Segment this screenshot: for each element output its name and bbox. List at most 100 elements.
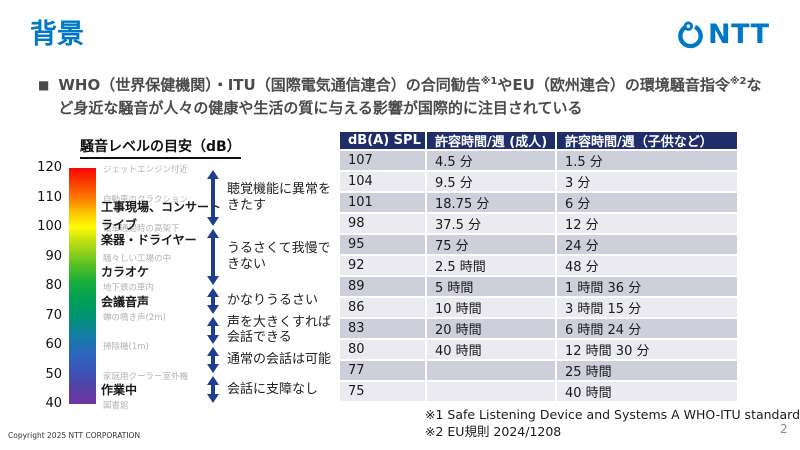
- reference-label: 家庭用クーラー室外機: [103, 371, 189, 382]
- table-cell: 24 分: [557, 235, 737, 254]
- table-cell: 6 時間 24 分: [557, 319, 737, 338]
- item-label: 工事現場、コンサート: [101, 200, 222, 215]
- reference-label: 電車通過時の高架下: [103, 224, 180, 234]
- table-cell: 107: [340, 151, 425, 170]
- bullet-marker: ■: [38, 78, 50, 92]
- annotation-label: 会話に支障なし: [227, 381, 319, 397]
- noise-gradient-bar: [69, 168, 96, 404]
- arrow-shaft: [210, 326, 215, 335]
- double-arrow-icon: [206, 346, 219, 373]
- axis-tick: 110: [37, 189, 62, 205]
- item-label: カラオケ: [101, 265, 150, 280]
- table-cell: 12 時間 30 分: [557, 340, 737, 359]
- range-annotation: 会話に支障なし: [206, 376, 341, 403]
- table-cell: 104: [340, 172, 425, 191]
- table-cell: 40 時間: [427, 340, 555, 359]
- table-cell: 86: [340, 298, 425, 317]
- arrow-head-up: [206, 287, 219, 297]
- reference-label: 蝉の鳴き声(2m): [103, 312, 166, 323]
- arrow-shaft: [210, 178, 215, 217]
- ntt-logo-text: NTT: [708, 19, 770, 50]
- arrow-head-down: [206, 305, 219, 314]
- table-cell: 77: [340, 361, 425, 380]
- table-cell: 2.5 時間: [427, 256, 555, 275]
- table-cell: 101: [340, 193, 425, 212]
- item-label: ライブ: [101, 218, 138, 233]
- footnote: ※1 Safe Listening Device and Systems A W…: [425, 407, 800, 422]
- table-header-cell: 許容時間/週 (成人): [427, 132, 555, 150]
- table-cell: 12 分: [557, 214, 737, 233]
- bullet-seg2: やEU（欧州連合）の環境騒音指令: [497, 76, 730, 94]
- table-cell: 83: [340, 319, 425, 338]
- item-label: 会議音声: [101, 294, 150, 309]
- annotation-label: うるさくて我慢できない: [227, 241, 331, 272]
- annotation-label: 聴覚機能に異常をきたす: [227, 182, 332, 213]
- table-cell: 5 時間: [427, 277, 555, 296]
- table-cell: 89: [340, 277, 425, 296]
- range-annotation: かなりうるさい: [206, 287, 341, 314]
- footnote-ref-2: ※2: [729, 76, 747, 87]
- table-cell: 1 時間 36 分: [557, 277, 737, 296]
- bullet-seg3: など身近な騒音が人々の健康や生活の質に与える影響が国際的に注目されている: [58, 76, 762, 117]
- footnote: ※2 EU規則 2024/1208: [425, 423, 562, 439]
- arrow-shaft: [210, 237, 215, 276]
- double-arrow-icon: [206, 228, 219, 285]
- page-number: 2: [780, 422, 788, 436]
- table-cell: 1.5 分: [557, 151, 737, 170]
- arrow-head-down: [206, 334, 219, 344]
- reference-label: 地下鉄の車内: [103, 283, 155, 293]
- chart-title: 騒音レベルの目安（dB）: [80, 136, 241, 159]
- arrow-head-up: [206, 317, 219, 326]
- range-annotation: 聴覚機能に異常をきたす: [206, 169, 341, 226]
- reference-label: 掃除機(1m): [103, 342, 149, 352]
- table-cell: 75 分: [427, 235, 555, 254]
- axis-tick: 100: [37, 219, 62, 234]
- bullet-text: WHO（世界保健機関）・ITU（国際電気通信連合）の合同勧告※1やEU（欧州連合…: [58, 74, 764, 119]
- arrow-head-down: [206, 364, 219, 373]
- footnote-ref-1: ※1: [480, 76, 498, 87]
- item-label: 楽器・ドライヤー: [101, 232, 197, 247]
- axis-tick: 90: [45, 248, 62, 264]
- ntt-logo: NTT: [676, 19, 770, 50]
- table-cell: 40 時間: [557, 382, 737, 401]
- arrow-shaft: [210, 355, 215, 364]
- table-cell: [427, 361, 555, 380]
- reference-label: 図書館: [103, 401, 129, 411]
- table-cell: 25 時間: [557, 361, 737, 380]
- table-cell: 98: [340, 214, 425, 233]
- table-cell: 20 時間: [427, 319, 555, 338]
- axis-tick: 40: [45, 396, 62, 411]
- table-cell: 37.5 分: [427, 214, 555, 233]
- annotation-label: 声を大きくすれば会話できる: [227, 314, 332, 346]
- table-cell: 48 分: [557, 256, 737, 275]
- range-annotation: うるさくて我慢できない: [206, 228, 341, 285]
- table-cell: 80: [340, 340, 425, 359]
- reference-label: 騒々しい工場の中: [103, 253, 172, 264]
- table-cell: 3 時間 15 分: [557, 298, 737, 317]
- bullet-seg1: WHO（世界保健機関）・ITU（国際電気通信連合）の合同勧告: [58, 76, 481, 94]
- arrow-head-down: [206, 393, 219, 403]
- table-cell: 10 時間: [427, 298, 555, 317]
- table-cell: 95: [340, 235, 425, 254]
- page-title: 背景: [30, 19, 84, 50]
- axis-tick: 60: [45, 337, 62, 352]
- exposure-limit-table: dB(A) SPL 許容時間/週 (成人) 許容時間/週（子供など） 107 4.5 分…: [340, 132, 737, 401]
- axis-tick: 50: [45, 366, 62, 382]
- range-annotation: 通常の会話は可能: [206, 346, 341, 373]
- axis-tick: 70: [45, 307, 62, 323]
- arrow-head-up: [206, 228, 219, 238]
- arrow-shaft: [210, 385, 215, 394]
- table-header-cell: 許容時間/週（子供など）: [557, 132, 737, 150]
- table-cell: 75: [340, 382, 425, 401]
- axis-tick: 80: [45, 278, 62, 293]
- axis-tick: 120: [37, 160, 62, 175]
- item-label: 作業中: [101, 383, 138, 398]
- arrow-shaft: [210, 296, 215, 305]
- reference-label: 自動車のクラクション: [103, 194, 189, 205]
- double-arrow-icon: [206, 169, 219, 226]
- table-cell: 6 分: [557, 193, 737, 212]
- footnotes: ※1 Safe Listening Device and Systems A W…: [425, 407, 800, 441]
- table-cell: 9.5 分: [427, 172, 555, 191]
- bullet-point: ■ WHO（世界保健機関）・ITU（国際電気通信連合）の合同勧告※1やEU（欧州…: [38, 74, 764, 119]
- double-arrow-icon: [206, 376, 219, 403]
